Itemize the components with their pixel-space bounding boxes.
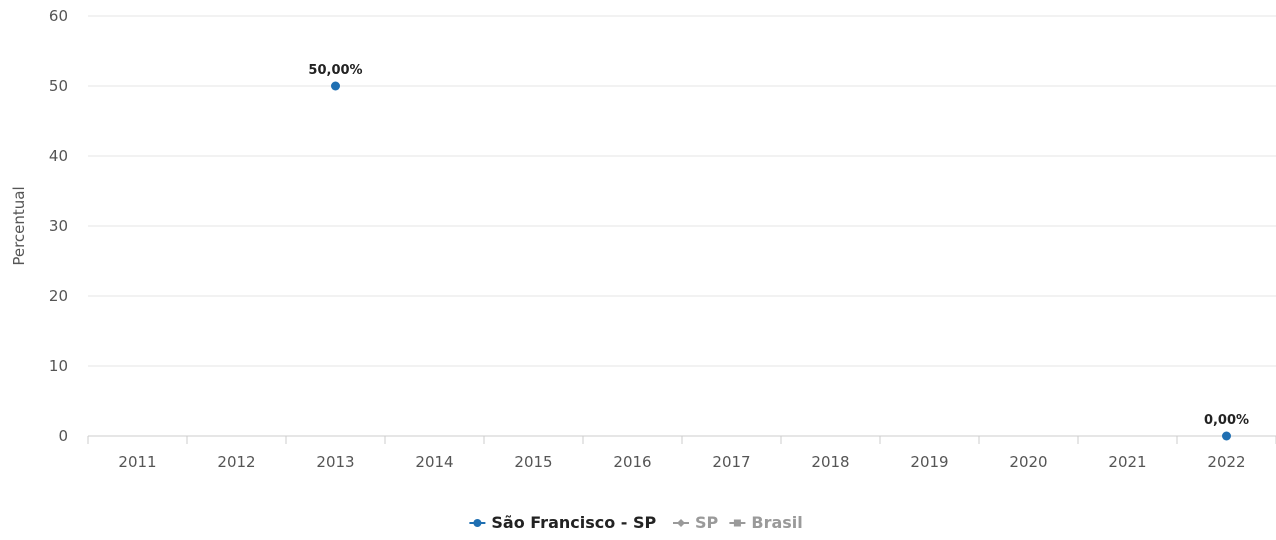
x-tick-label: 2018 [811, 453, 849, 471]
x-tick-label: 2019 [910, 453, 948, 471]
legend-marker-square [733, 519, 741, 527]
x-tick-label: 2017 [712, 453, 750, 471]
x-tick-label: 2015 [514, 453, 552, 471]
legend-label: SP [695, 513, 719, 532]
x-axis: 2011 2012 2013 2014 2015 2016 2017 2018 2019 2020… [87, 435, 1276, 471]
data-label: 0,00% [1204, 413, 1249, 428]
x-tick-label: 2012 [217, 453, 255, 471]
legend-label: Brasil [751, 513, 802, 532]
gridlines [88, 15, 1276, 367]
legend-marker-diamond [677, 519, 685, 527]
x-tick-label: 2020 [1009, 453, 1047, 471]
legend-item[interactable]: SP [673, 513, 719, 532]
data-labels: 50,00% 0,00% [308, 63, 1249, 428]
y-axis-title: Percentual [10, 186, 28, 265]
data-point[interactable] [1222, 431, 1231, 441]
x-tick-label: 2022 [1207, 453, 1245, 471]
x-tick-label: 2016 [613, 453, 651, 471]
y-tick-label: 20 [49, 287, 68, 305]
y-tick-label: 0 [58, 427, 68, 445]
x-tick-label: 2014 [415, 453, 453, 471]
y-tick-label: 30 [49, 217, 68, 235]
legend-item[interactable]: São Francisco - SP [469, 513, 657, 532]
x-tick-label: 2021 [1108, 453, 1146, 471]
legend-marker-circle [473, 519, 482, 527]
x-tick-label: 2011 [118, 453, 156, 471]
legend-item[interactable]: Brasil [729, 513, 803, 532]
x-tick-label: 2013 [316, 453, 354, 471]
y-tick-label: 60 [49, 7, 68, 25]
y-axis: 0 10 20 30 40 50 60 [49, 7, 68, 445]
legend-label: São Francisco - SP [491, 513, 656, 532]
y-tick-label: 10 [49, 357, 68, 375]
series-markers [331, 81, 1231, 441]
legend[interactable]: São Francisco - SP SP Brasil [469, 513, 803, 532]
data-point[interactable] [331, 81, 340, 91]
y-tick-label: 40 [49, 147, 68, 165]
data-label: 50,00% [308, 63, 362, 78]
y-tick-label: 50 [49, 77, 68, 95]
